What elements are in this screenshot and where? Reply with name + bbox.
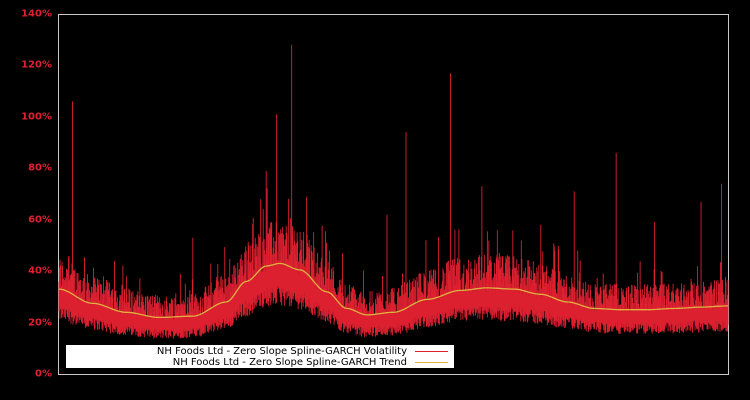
y-tick-label: 120%: [21, 59, 52, 71]
y-tick-label: 60%: [28, 214, 52, 226]
y-tick-label: 20%: [28, 317, 52, 329]
y-tick-label: 140%: [21, 8, 52, 20]
legend-item-volatility: NH Foods Ltd - Zero Slope Spline-GARCH V…: [157, 346, 448, 357]
legend-label-volatility: NH Foods Ltd - Zero Slope Spline-GARCH V…: [156, 346, 407, 357]
trend-series: [58, 262, 728, 319]
legend: NH Foods Ltd - Zero Slope Spline-GARCH V…: [66, 345, 454, 368]
y-tick-label: 0%: [35, 368, 52, 380]
y-tick-label: 80%: [28, 162, 52, 174]
legend-label-trend: NH Foods Ltd - Zero Slope Spline-GARCH T…: [172, 357, 407, 368]
legend-swatch-volatility: [415, 351, 448, 352]
volatility-line: [58, 44, 729, 339]
volatility-series: [58, 44, 729, 339]
y-tick-label: 40%: [28, 265, 52, 277]
legend-swatch-trend: [415, 362, 448, 363]
y-tick-label: 100%: [21, 111, 52, 123]
legend-item-trend: NH Foods Ltd - Zero Slope Spline-GARCH T…: [173, 357, 448, 368]
